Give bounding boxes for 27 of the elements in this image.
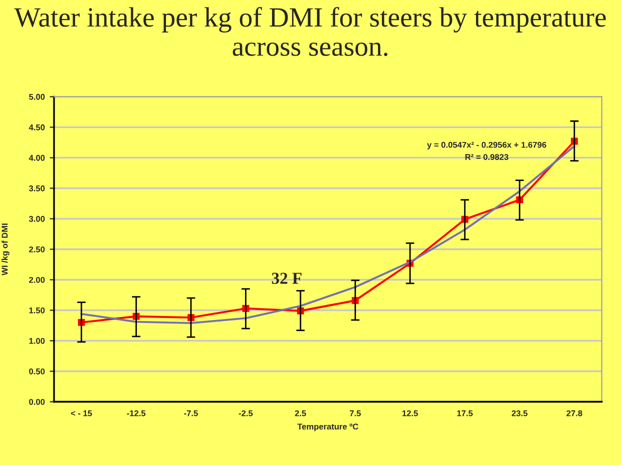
x-tick-label: < - 15 — [70, 410, 92, 416]
chart-title: Water intake per kg of DMI for steers by temperature across season. — [14, 6, 606, 56]
x-tick-label: 23.5 — [512, 410, 528, 416]
x-tick-label: -12.5 — [127, 410, 146, 416]
y-tick-label: 1.00 — [29, 338, 45, 344]
x-tick-label: -7.5 — [184, 410, 198, 416]
x-tick-label: 12.5 — [402, 410, 418, 416]
annotation: 32 F — [272, 272, 302, 284]
x-axis-title: Temperature ºC — [297, 424, 358, 432]
x-tick-label: 27.8 — [566, 410, 582, 416]
y-tick-label: 3.50 — [28, 185, 45, 192]
y-tick-label: 4.00 — [28, 154, 45, 161]
y-tick-label: 0.50 — [29, 368, 45, 374]
x-tick-label: 17.5 — [457, 410, 473, 416]
annotation: R² = 0.9823 — [465, 154, 508, 160]
annotation: y = 0.0547x² - 0.2956x + 1.6796 — [427, 142, 546, 150]
y-tick-label: 3.00 — [28, 216, 45, 222]
y-tick-label: 0.00 — [29, 398, 45, 405]
x-tick-label: 7.5 — [350, 410, 361, 416]
y-tick-label: 4.50 — [28, 124, 45, 130]
y-tick-label: 2.00 — [29, 276, 45, 283]
x-tick-label: -2.5 — [238, 410, 253, 416]
y-tick-label: 5.00 — [29, 94, 45, 100]
y-tick-label: 2.50 — [29, 246, 45, 252]
y-axis-title: WI /kg of DMI — [2, 224, 10, 276]
y-tick-label: 1.50 — [29, 307, 45, 314]
x-tick-label: 2.5 — [295, 410, 306, 416]
